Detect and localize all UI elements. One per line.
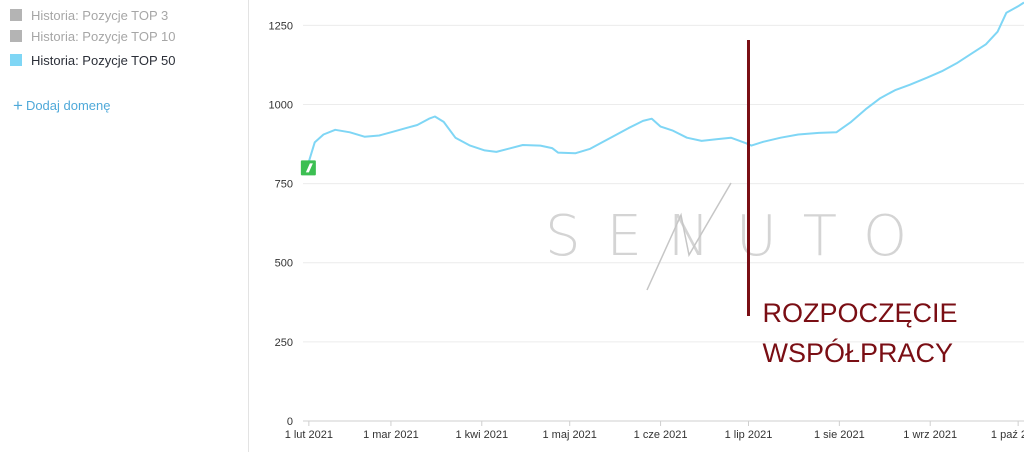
annotation-label: ROZPOCZĘCIE <box>762 298 957 328</box>
x-tick-label: 1 paź 2021 <box>991 429 1024 441</box>
y-tick-label: 1000 <box>269 99 293 111</box>
y-tick-label: 750 <box>275 179 293 191</box>
x-tick-label: 1 kwi 2021 <box>455 429 508 441</box>
series-layer <box>307 1 1024 162</box>
x-axis-ticks: 1 lut 2021 1 mar 2021 1 kwi 2021 1 maj 2021… <box>285 421 1024 441</box>
legend-swatch <box>10 9 22 21</box>
x-tick-label: 1 maj 2021 <box>542 429 596 441</box>
y-axis-ticks: 0 250 500 750 1000 1250 <box>269 20 293 428</box>
legend-item-top50[interactable]: Historia: Pozycje TOP 50 <box>10 51 176 69</box>
info-flag-icon <box>305 163 313 173</box>
legend-label: Historia: Pozycje TOP 3 <box>31 7 169 23</box>
sidebar: Historia: Pozycje TOP 3 Historia: Pozycj… <box>0 0 249 452</box>
add-domain-label: Dodaj domenę <box>25 98 111 113</box>
y-tick-label: 250 <box>275 337 293 349</box>
y-tick-label: 0 <box>287 416 293 428</box>
legend-label: Historia: Pozycje TOP 10 <box>31 28 176 44</box>
x-tick-label: 1 wrz 2021 <box>903 429 957 441</box>
watermark-logo <box>646 182 732 291</box>
series-line-top50 <box>307 1 1024 162</box>
annotation-label: WSPÓŁPRACY <box>762 337 953 368</box>
x-tick-label: 1 lut 2021 <box>285 429 333 441</box>
legend-item-top3[interactable]: Historia: Pozycje TOP 3 <box>10 6 168 24</box>
x-tick-label: 1 lip 2021 <box>725 429 773 441</box>
flag-marker[interactable] <box>300 160 316 176</box>
legend-item-top10[interactable]: Historia: Pozycje TOP 10 <box>10 27 176 45</box>
legend-swatch <box>10 30 22 42</box>
add-domain-button[interactable]: + Dodaj domenę <box>13 97 111 114</box>
x-tick-label: 1 cze 2021 <box>634 429 688 441</box>
watermark-text: SENUTO <box>545 204 933 269</box>
grid-lines <box>303 24 1024 422</box>
line-chart: SENUTO 0 250 500 750 1000 1250 1 lut 2021 1 ma… <box>269 1 1024 441</box>
annotation: ROZPOCZĘCIE WSPÓŁPRACY <box>746 40 958 368</box>
chart-area: SENUTO 0 250 500 750 1000 1250 1 lut 2021 1 ma… <box>249 0 1024 452</box>
y-tick-label: 1250 <box>269 20 293 32</box>
legend-swatch <box>10 54 22 66</box>
legend-label: Historia: Pozycje TOP 50 <box>31 52 176 68</box>
y-tick-label: 500 <box>275 258 293 270</box>
x-tick-label: 1 mar 2021 <box>363 429 419 441</box>
plus-icon: + <box>13 96 23 115</box>
x-tick-label: 1 sie 2021 <box>814 429 865 441</box>
